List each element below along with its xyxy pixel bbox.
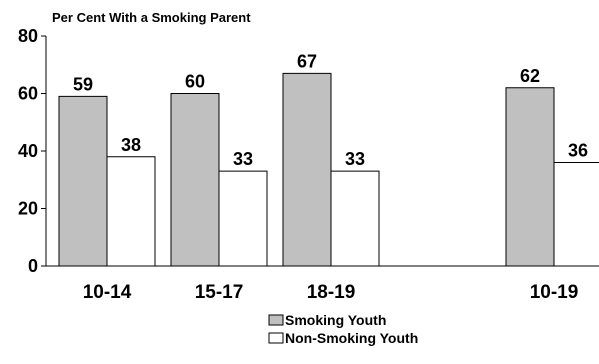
legend-swatch-smoking [268,314,284,326]
data-label: 38 [121,135,141,155]
x-category-label: 10-19 [530,282,579,303]
bar-smoking-10-14 [58,95,108,267]
y-tick-label: 0 [28,256,38,276]
data-label: 67 [297,51,317,71]
legend-label-non-smoking: Non-Smoking Youth [285,330,418,346]
chart-title: Per Cent With a Smoking Parent [52,10,251,25]
bar-smoking-10-19 [505,87,555,267]
data-label: 62 [520,66,540,86]
bar-non-smoking-10-19 [553,162,599,266]
y-tick-label: 40 [18,141,38,161]
data-label: 59 [73,74,93,94]
bar-non-smoking-10-14 [106,156,156,267]
data-label: 60 [185,72,205,92]
x-category-label: 10-14 [83,282,132,303]
y-tick-label: 60 [18,84,38,104]
data-label: 33 [345,149,365,169]
legend-swatch-non-smoking [268,332,284,344]
legend: Smoking Youth Non-Smoking Youth [268,312,418,346]
x-category-label: 15-17 [195,282,244,303]
plot-area: 0 20 40 60 80 59 38 10-14 60 33 15-17 67 33 18-19 62 36… [18,26,599,303]
bar-non-smoking-15-17 [218,170,268,267]
legend-label-smoking: Smoking Youth [285,312,386,328]
y-tick-label: 20 [18,199,38,219]
bar-smoking-15-17 [170,93,220,267]
y-tick-label: 80 [18,26,38,46]
data-label: 36 [568,141,588,161]
bar-non-smoking-18-19 [330,170,380,267]
x-category-label: 18-19 [307,282,356,303]
bar-smoking-18-19 [282,72,332,267]
data-label: 33 [233,149,253,169]
